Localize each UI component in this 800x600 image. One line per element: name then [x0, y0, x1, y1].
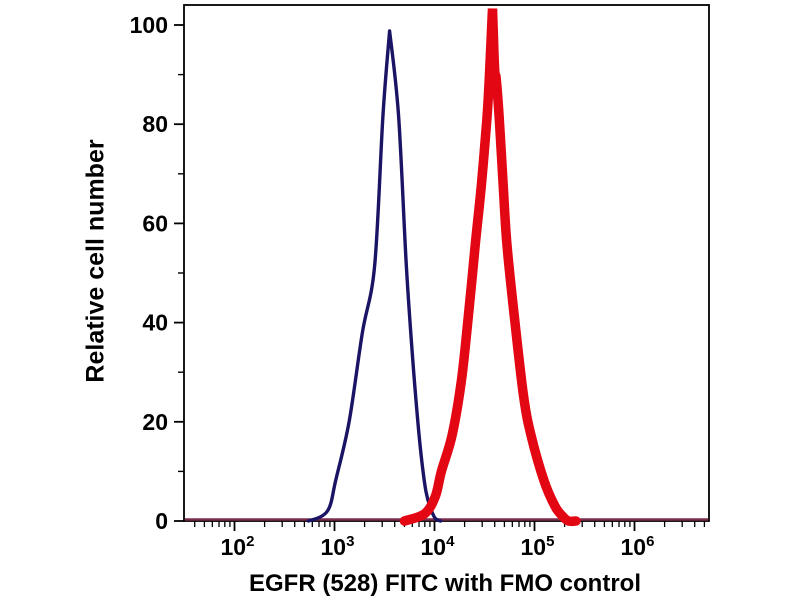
svg-text:104: 104 — [421, 533, 456, 560]
svg-text:103: 103 — [321, 533, 355, 560]
svg-text:40: 40 — [142, 310, 168, 336]
svg-text:102: 102 — [221, 533, 255, 560]
svg-text:100: 100 — [130, 12, 168, 38]
svg-text:60: 60 — [142, 210, 168, 236]
svg-text:80: 80 — [142, 111, 168, 137]
svg-text:105: 105 — [521, 533, 555, 560]
svg-text:20: 20 — [142, 409, 168, 435]
svg-text:0: 0 — [155, 508, 168, 534]
svg-text:106: 106 — [621, 533, 655, 560]
